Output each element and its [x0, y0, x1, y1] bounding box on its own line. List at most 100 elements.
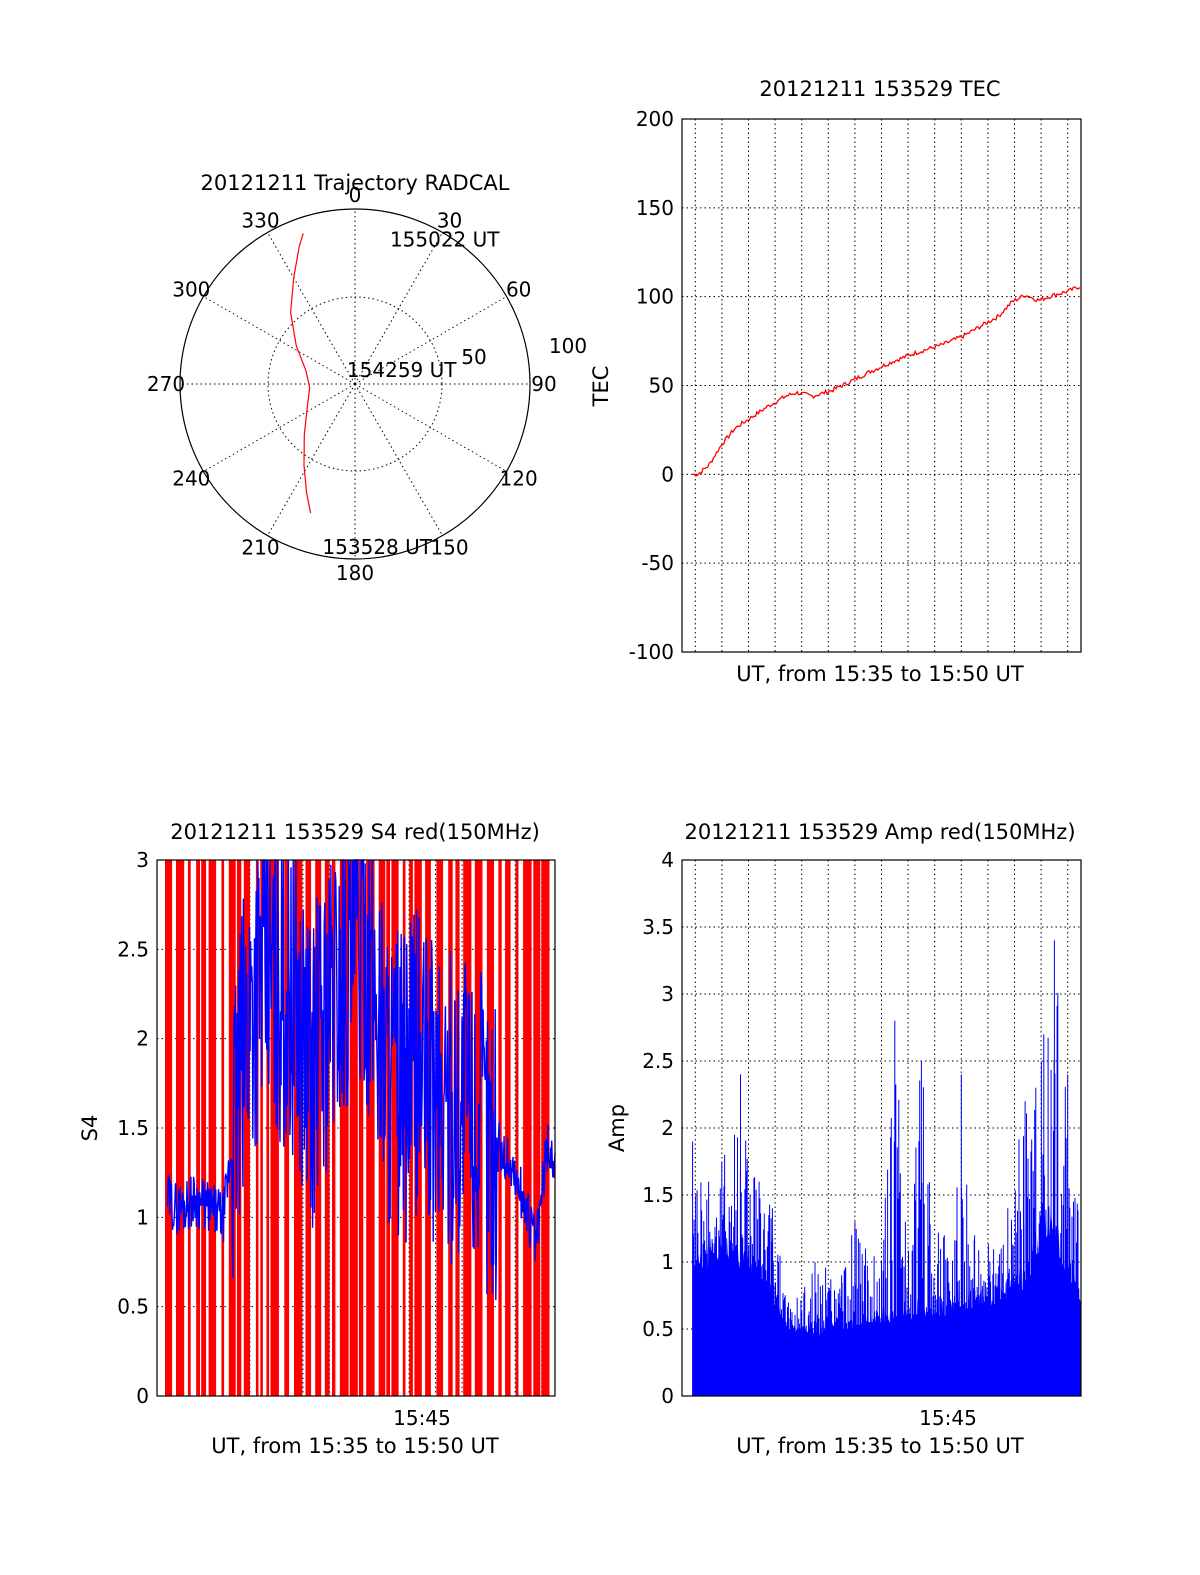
tec-y-tick-5: -50 — [641, 551, 674, 575]
tec-grid — [682, 119, 1081, 652]
s4-y-tick-2: 2 — [136, 1027, 149, 1051]
tec-plot-frame — [681, 118, 1082, 653]
s4-red-bar-26 — [391, 860, 399, 1396]
tec-series-line — [692, 286, 1082, 477]
s4-x-tick-1545: 15:45 — [393, 1406, 451, 1430]
polar-annotation-0: 155022 UT — [390, 228, 500, 252]
amp-y-tick-5: 1.5 — [642, 1183, 674, 1207]
s4-red-bar-19 — [332, 860, 336, 1396]
tec-y-tick-4: 0 — [661, 462, 674, 486]
tec-y-tick-labels: 200 150 100 50 0 -50 -100 — [629, 107, 674, 664]
s4-y-tick-6: 0 — [136, 1384, 149, 1408]
polar-spoke-330 — [267, 232, 356, 385]
s4-y-axis-label: S4 — [78, 1115, 102, 1142]
amp-y-tick-labels: 4 3.5 3 2.5 2 1.5 1 0.5 0 — [642, 848, 674, 1408]
s4-y-tick-0: 3 — [136, 848, 149, 872]
s4-y-tick-5: 0.5 — [117, 1295, 149, 1319]
s4-red-bar-12 — [266, 860, 270, 1396]
polar-radius-label-100: 100 — [549, 334, 587, 358]
polar-annotation-1: 154259 UT — [347, 358, 457, 382]
amp-chart: 20121211 153529 Amp red(150MHz) 4 3.5 3 2.5… — [605, 820, 1082, 1458]
polar-azimuth-label-300: 300 — [172, 278, 210, 302]
s4-plot-frame — [156, 859, 556, 1397]
tec-y-tick-3: 50 — [649, 374, 674, 398]
s4-red-bar-9 — [243, 860, 250, 1396]
tec-chart: 20121211 153529 TEC 200150100500-50-100 … — [589, 77, 1082, 686]
s4-red-bar-37 — [498, 860, 502, 1396]
amp-x-axis-label: UT, from 15:35 to 15:50 UT — [736, 1434, 1024, 1458]
s4-red-bar-15 — [294, 860, 303, 1396]
s4-y-tick-3: 1.5 — [117, 1116, 149, 1140]
polar-azimuth-label-270: 270 — [147, 372, 185, 396]
polar-azimuth-label-60: 60 — [506, 278, 531, 302]
polar-azimuth-labels: 0 30 60 90 120 150 180 210 240 270 300 330 — [147, 183, 557, 585]
amp-y-tick-4: 2 — [661, 1116, 674, 1140]
polar-azimuth-label-0: 0 — [349, 183, 362, 207]
tec-y-axis-label: TEC — [589, 366, 613, 408]
s4-red-bar-41 — [533, 860, 541, 1396]
s4-red-bar-21 — [349, 860, 358, 1396]
s4-title: 20121211 153529 S4 red(150MHz) — [170, 820, 540, 844]
s4-red-bar-1 — [176, 860, 185, 1396]
amp-y-tick-0: 4 — [661, 848, 674, 872]
amp-y-tick-2: 3 — [661, 982, 674, 1006]
amp-y-axis-label: Amp — [605, 1104, 629, 1152]
trajectory-polar-plot: 20121211 Trajectory RADCAL 0 30 60 90 120 150… — [147, 171, 587, 585]
polar-azimuth-label-180: 180 — [336, 561, 374, 585]
polar-azimuth-label-30: 30 — [437, 208, 462, 232]
s4-red-bar-13 — [270, 860, 279, 1396]
amp-y-tick-7: 0.5 — [642, 1317, 674, 1341]
polar-azimuth-label-90: 90 — [531, 372, 556, 396]
polar-azimuth-label-120: 120 — [500, 467, 538, 491]
polar-azimuth-label-330: 330 — [241, 208, 279, 232]
amp-x-tick-1545: 15:45 — [919, 1406, 977, 1430]
polar-trajectory-track — [289, 233, 312, 514]
polar-azimuth-label-210: 210 — [241, 536, 279, 560]
s4-red-bar-5 — [208, 860, 217, 1396]
s4-red-bar-40 — [523, 860, 532, 1396]
s4-red-bar-7 — [228, 860, 236, 1396]
s4-red-bar-23 — [366, 860, 375, 1396]
s4-y-tick-labels: 3 2.5 2 1.5 1 0.5 0 — [117, 848, 149, 1408]
s4-red-bar-24 — [378, 860, 386, 1396]
polar-annotation-2: 153528 UT — [322, 535, 432, 559]
s4-red-bar-6 — [221, 860, 225, 1396]
amp-y-tick-6: 1 — [661, 1250, 674, 1274]
tec-y-tick-1: 150 — [636, 196, 674, 220]
tec-y-tick-6: -100 — [629, 640, 674, 664]
s4-red-bar-34 — [463, 860, 472, 1396]
amp-series-spikes — [692, 940, 1082, 1396]
s4-red-bar-0 — [165, 860, 173, 1396]
amp-y-tick-8: 0 — [661, 1384, 674, 1408]
amp-y-tick-3: 2.5 — [642, 1049, 674, 1073]
amp-plot-frame — [681, 859, 1082, 1397]
polar-title: 20121211 Trajectory RADCAL — [201, 171, 510, 195]
s4-red-bar-11 — [260, 860, 263, 1396]
s4-red-bar-22 — [358, 860, 364, 1396]
polar-annotations: 155022 UT 154259 UT 153528 UT — [322, 228, 500, 559]
s4-red-bar-4 — [201, 860, 207, 1396]
s4-red-bar-39 — [515, 860, 519, 1396]
s4-chart: 20121211 153529 S4 red(150MHz) 3 2.5 2 1.5 1… — [78, 820, 556, 1458]
s4-red-bar-38 — [505, 860, 511, 1396]
polar-outer-ring — [179, 208, 531, 560]
polar-radius-label-50: 50 — [461, 345, 486, 369]
tec-y-tick-0: 200 — [636, 107, 674, 131]
s4-red-bar-20 — [339, 860, 349, 1396]
tec-title: 20121211 153529 TEC — [759, 77, 1000, 101]
polar-spoke-210 — [267, 383, 356, 536]
s4-x-axis-label: UT, from 15:35 to 15:50 UT — [211, 1434, 499, 1458]
amp-title: 20121211 153529 Amp red(150MHz) — [684, 820, 1075, 844]
polar-spoke-240 — [203, 383, 356, 472]
tec-y-tick-2: 100 — [636, 285, 674, 309]
polar-azimuth-label-150: 150 — [430, 536, 468, 560]
s4-y-tick-4: 1 — [136, 1205, 149, 1229]
s4-red-bar-16 — [305, 860, 312, 1396]
s4-red-bar-42 — [541, 860, 550, 1396]
tec-x-axis-label: UT, from 15:35 to 15:50 UT — [736, 662, 1024, 686]
s4-red-bar-2 — [187, 860, 191, 1396]
polar-spoke-300 — [203, 296, 356, 385]
s4-y-tick-1: 2.5 — [117, 937, 149, 961]
polar-spokes — [180, 209, 530, 559]
